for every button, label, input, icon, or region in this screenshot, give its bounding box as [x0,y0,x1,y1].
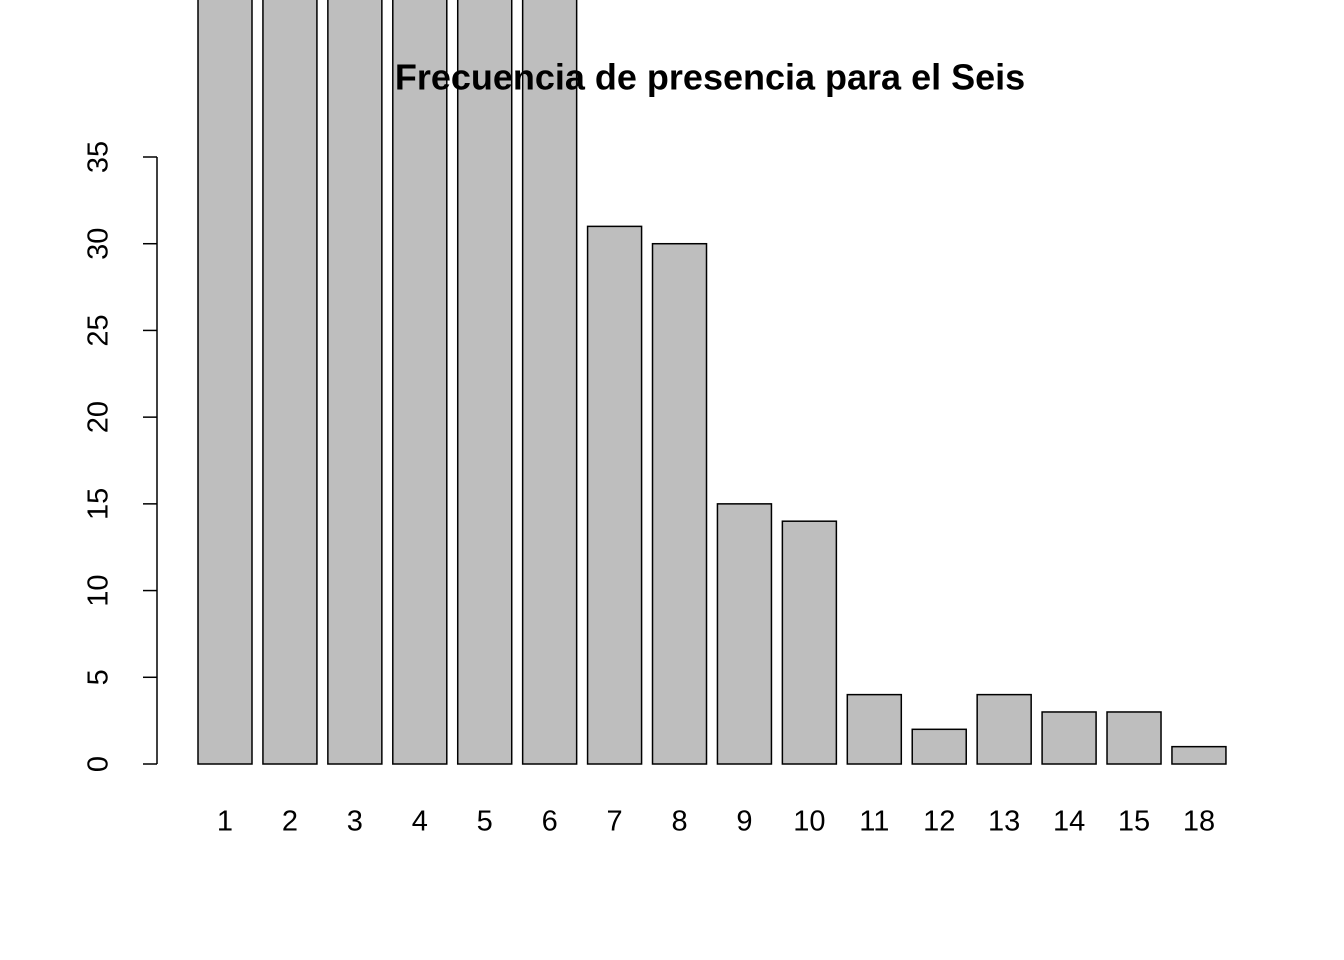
x-tick-label: 12 [923,806,955,838]
y-tick-label: 20 [83,401,115,433]
y-tick-label: 0 [83,756,115,772]
bar [846,693,903,765]
x-tick-label: 6 [542,806,558,838]
x-tick-label: 11 [859,806,889,838]
chart-title: Frecuencia de presencia para el Seis [395,57,1025,98]
bar [781,520,838,765]
x-tick-label: 8 [671,806,687,838]
y-tick-label: 35 [83,141,115,173]
x-tick-label: 2 [282,806,298,838]
x-tick-label: 13 [988,806,1020,838]
bar [1171,745,1227,765]
bar [327,0,383,765]
bar [586,225,643,765]
y-tick-label: 10 [83,574,115,606]
x-tick-label: 7 [607,806,623,838]
x-tick-label: 14 [1053,806,1085,838]
bar [1041,711,1097,765]
x-tick-label: 10 [793,806,825,838]
y-tick-label: 15 [83,488,115,520]
bar [1106,711,1162,765]
bar [392,0,448,765]
x-tick-label: 15 [1118,806,1150,838]
y-tick-label: 25 [83,314,115,346]
bar [976,693,1032,765]
y-tick-label: 5 [83,669,115,685]
x-tick-label: 3 [347,806,363,838]
x-tick-label: 18 [1183,806,1215,838]
bar [262,0,318,765]
bar [197,0,253,765]
bar [456,0,513,765]
bar [911,728,967,765]
y-tick-label: 30 [83,228,115,260]
bar [651,242,708,765]
x-tick-label: 4 [412,806,428,838]
x-tick-label: 1 [217,806,233,838]
bar [716,503,773,765]
bar [521,0,578,765]
x-tick-label: 9 [736,806,752,838]
x-tick-label: 5 [477,806,493,838]
